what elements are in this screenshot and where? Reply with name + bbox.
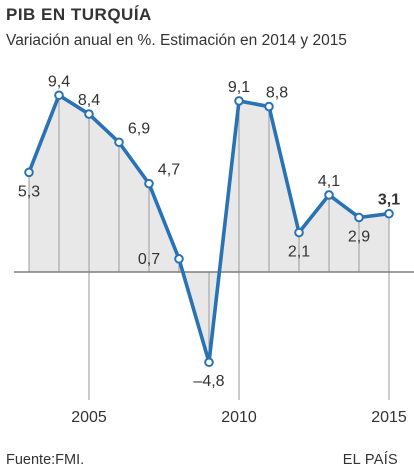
data-label-2014: 2,9 bbox=[348, 228, 370, 245]
data-label-2006: 6,9 bbox=[128, 120, 150, 137]
point-2011 bbox=[264, 101, 274, 112]
x-tick-label-2010: 2010 bbox=[221, 409, 257, 426]
point-2004 bbox=[54, 90, 64, 101]
data-label-2009: –4,8 bbox=[193, 373, 224, 390]
point-2003 bbox=[24, 167, 34, 178]
point-2012 bbox=[294, 227, 304, 238]
point-2009 bbox=[204, 357, 214, 368]
data-label-2004: 9,4 bbox=[48, 73, 70, 90]
point-2006 bbox=[114, 137, 124, 148]
point-2015 bbox=[384, 208, 394, 219]
data-label-2011: 8,8 bbox=[266, 85, 288, 102]
data-label-2012: 2,1 bbox=[288, 244, 310, 261]
source-note: Fuente:FMI. bbox=[6, 452, 85, 468]
point-2005 bbox=[84, 109, 94, 119]
data-label-2003: 5,3 bbox=[18, 183, 40, 200]
chart-title: PIB EN TURQUÍA bbox=[6, 5, 152, 24]
x-tick-label-2005: 2005 bbox=[71, 409, 107, 426]
data-label-2013: 4,1 bbox=[318, 173, 340, 190]
data-label-2008: 0,7 bbox=[138, 251, 160, 268]
data-label-2010: 9,1 bbox=[228, 79, 250, 96]
point-2013 bbox=[324, 190, 334, 200]
point-2007 bbox=[144, 178, 154, 189]
data-label-2015: 3,1 bbox=[378, 192, 400, 209]
point-2008 bbox=[174, 254, 184, 264]
data-label-2007: 4,7 bbox=[158, 162, 180, 179]
chart-subtitle: Variación anual en %. Estimación en 2014… bbox=[6, 32, 347, 49]
point-2014 bbox=[354, 212, 364, 223]
publisher-brand: EL PAÍS bbox=[342, 452, 398, 468]
point-2010 bbox=[234, 96, 244, 106]
data-label-2005: 8,4 bbox=[78, 92, 100, 109]
x-tick-label-2015: 2015 bbox=[371, 409, 407, 426]
